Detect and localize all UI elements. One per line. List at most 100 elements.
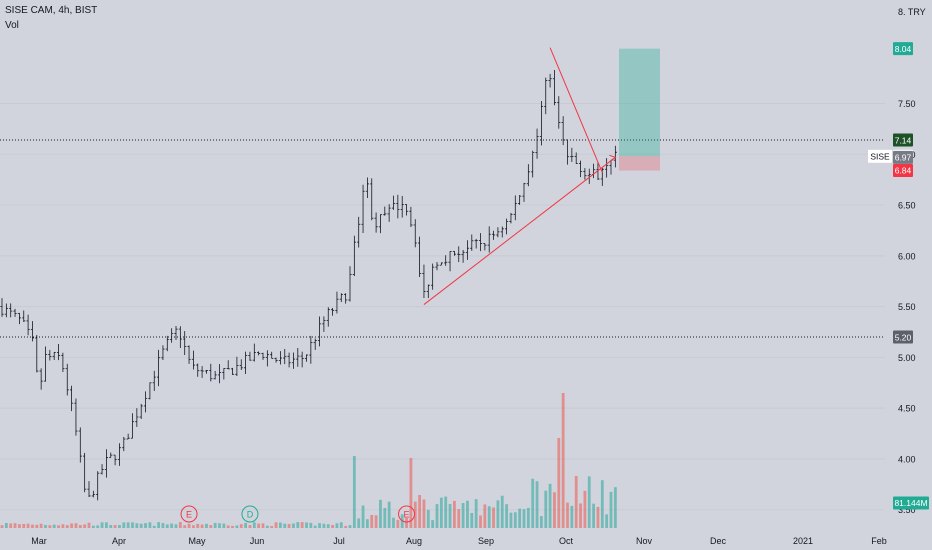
volume-bar	[418, 494, 421, 528]
volume-bar	[305, 522, 308, 528]
volume-bar	[57, 525, 60, 528]
trendline-arrowhead	[609, 154, 617, 162]
volume-bar	[296, 522, 300, 528]
volume-bar	[479, 515, 482, 528]
symbol-badge-label: SISE	[870, 152, 890, 162]
volume-bar	[331, 525, 334, 528]
volume-bar	[270, 525, 274, 528]
volume-bar	[44, 524, 47, 528]
volume-bar	[252, 522, 256, 528]
price-badge	[893, 330, 913, 344]
volume-bar	[544, 490, 548, 528]
volume-bar	[335, 523, 339, 528]
volume-bar	[152, 525, 156, 528]
target-zone	[619, 48, 660, 157]
volume-bar	[218, 523, 221, 528]
volume-bar	[178, 522, 182, 528]
volume-bar	[100, 522, 104, 528]
volume-bar	[22, 523, 26, 528]
volume-bar	[535, 481, 539, 528]
volume-bar	[135, 523, 139, 528]
volume-badge	[893, 496, 929, 510]
volume-bar	[540, 516, 543, 528]
volume-bar	[239, 524, 243, 528]
price-tick-label: 6.50	[898, 201, 916, 211]
volume-bar	[78, 524, 82, 528]
volume-bar	[65, 525, 69, 528]
volume-bar	[283, 523, 287, 528]
price-tick-label: 4.50	[898, 404, 916, 414]
stop-zone	[619, 156, 660, 171]
time-tick-label: Aug	[406, 536, 422, 546]
volume-bar	[500, 495, 504, 528]
volume-bar	[322, 523, 326, 528]
candles	[0, 70, 617, 501]
volume-bar	[405, 518, 408, 528]
currency-label: 8. TRY	[898, 7, 926, 17]
volume-bar	[118, 525, 121, 528]
volume-bar	[200, 524, 204, 528]
volume-bar	[113, 525, 117, 528]
volume-bar	[387, 501, 391, 528]
volume-bar	[235, 525, 239, 528]
price-tick-label: 3.50	[898, 505, 916, 515]
volume-bar	[474, 499, 478, 528]
volume-bar	[413, 501, 417, 528]
volume-bar	[48, 525, 52, 528]
volume-bar	[605, 514, 609, 528]
volume-bar	[226, 525, 230, 528]
volume-bar	[361, 505, 365, 528]
volume-bar	[70, 523, 73, 528]
price-axis[interactable]: 8. TRY7.507.006.506.005.505.004.504.003.…	[898, 7, 926, 515]
price-badge	[893, 42, 913, 56]
long-position-box[interactable]	[619, 48, 660, 171]
time-tick-label: Feb	[871, 536, 887, 546]
volume-bar	[613, 487, 617, 528]
volume-bar	[192, 525, 195, 528]
volume-indicator-label[interactable]: Vol	[5, 20, 19, 31]
volume-bar	[257, 523, 261, 528]
event-marker-label: E	[404, 510, 410, 520]
volume-bar	[205, 523, 208, 528]
volume-bar	[448, 504, 452, 528]
symbol-title: SISE CAM, 4h, BIST	[5, 5, 98, 16]
volume-bar	[583, 490, 587, 528]
volume-bar	[139, 523, 143, 528]
volume-bar	[231, 525, 234, 528]
price-badge-label: 5.20	[895, 332, 912, 342]
volume-bar	[379, 499, 382, 528]
volume-bar	[348, 525, 352, 528]
volume-bar	[209, 525, 213, 528]
volume-bar	[522, 509, 526, 528]
volume-bar	[248, 525, 252, 528]
volume-bar	[609, 491, 613, 528]
event-marker-circle	[241, 505, 259, 523]
volume-bar	[444, 496, 448, 528]
volume-bar	[9, 523, 13, 528]
volume-bar	[4, 522, 8, 528]
volume-bar	[318, 523, 321, 528]
volume-bar	[374, 515, 378, 528]
volume-bar	[39, 523, 43, 528]
volume-bar	[548, 483, 552, 528]
volume-bar	[426, 509, 430, 528]
time-axis[interactable]: Mar Apr May Jun Jul Aug Sep Oct Nov Dec 2021 Feb	[31, 536, 887, 546]
time-tick-label: Oct	[559, 536, 574, 546]
volume-bar	[61, 524, 65, 528]
volume-bar	[35, 524, 39, 528]
trendlines[interactable]	[423, 47, 617, 305]
time-tick-label: Apr	[112, 536, 126, 546]
price-badge-label: 6.97	[895, 153, 912, 163]
volume-bar	[96, 525, 100, 528]
volume-bar	[26, 523, 30, 528]
time-tick-label: Nov	[636, 536, 653, 546]
volume-bar	[422, 499, 426, 528]
volume-bar	[131, 522, 134, 528]
volume-bar	[213, 522, 217, 528]
volume-bar	[509, 512, 513, 528]
volume-bar	[461, 503, 465, 528]
volume-bar	[531, 478, 535, 528]
